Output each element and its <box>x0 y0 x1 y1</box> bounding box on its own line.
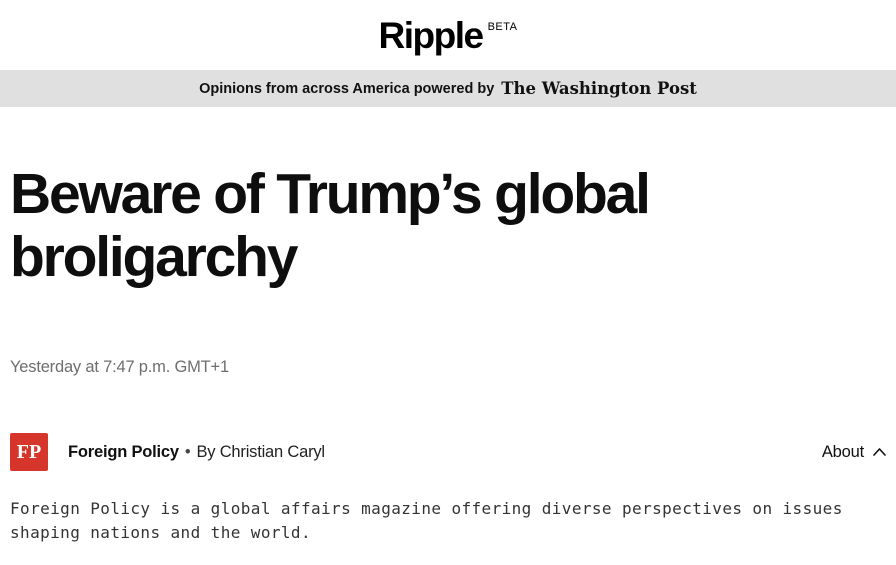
banner-text: Opinions from across America powered by <box>199 80 495 97</box>
author-name: By Christian Caryl <box>196 442 325 461</box>
foreign-policy-logo-text: FP <box>16 440 42 463</box>
source-byline: FP Foreign Policy • By Christian Caryl <box>10 433 325 472</box>
article-title: Beware of Trump’s global broligarchy <box>10 162 651 289</box>
about-label: About <box>821 442 864 461</box>
about-toggle[interactable]: About <box>822 443 886 462</box>
ripple-logo[interactable]: Ripple BETA <box>379 17 518 54</box>
powered-by-banner: Opinions from across America powered by … <box>0 70 896 107</box>
source-name: Foreign Policy <box>68 442 179 461</box>
article-timestamp: Yesterday at 7:47 p.m. GMT+1 <box>10 358 229 377</box>
site-header: Ripple BETA <box>0 0 896 70</box>
washington-post-logo[interactable]: The Washington Post <box>501 79 697 98</box>
source-row: FP Foreign Policy • By Christian Caryl Abo… <box>10 433 886 472</box>
byline-text: Foreign Policy • By Christian Caryl <box>68 443 325 462</box>
ripple-logo-text: Ripple <box>378 14 485 56</box>
byline-separator: • <box>184 442 191 461</box>
chevron-up-icon <box>873 448 886 457</box>
beta-badge: BETA <box>487 20 518 33</box>
article-main: Beware of Trump’s global broligarchy Yes… <box>0 163 896 545</box>
foreign-policy-logo: FP <box>10 433 48 472</box>
source-description: Foreign Policy is a global affairs magaz… <box>10 499 843 543</box>
